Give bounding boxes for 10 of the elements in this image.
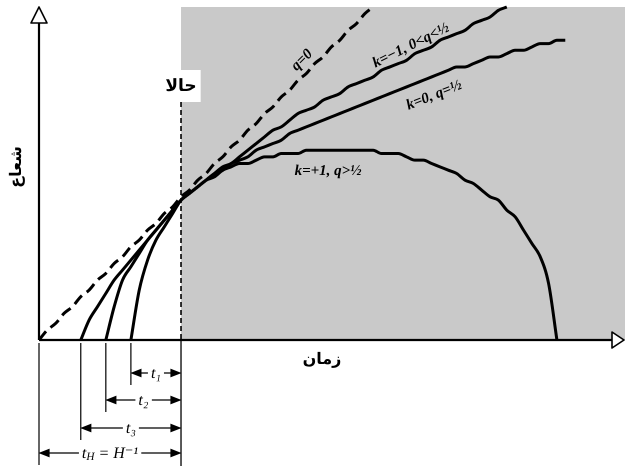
text: k=0, q=½	[404, 77, 464, 114]
series-label: k=+1, q>½	[294, 163, 362, 180]
text: t$_{H}$ = H⁻¹	[82, 444, 138, 463]
x-axis-title: زمان	[302, 348, 342, 368]
text: t₃	[126, 420, 136, 436]
annotation: حالا	[165, 76, 197, 96]
y-axis-title: شعاع	[6, 146, 24, 188]
text: q=0	[288, 46, 316, 74]
text: t₁	[150, 364, 161, 382]
text: t₂	[138, 392, 149, 408]
